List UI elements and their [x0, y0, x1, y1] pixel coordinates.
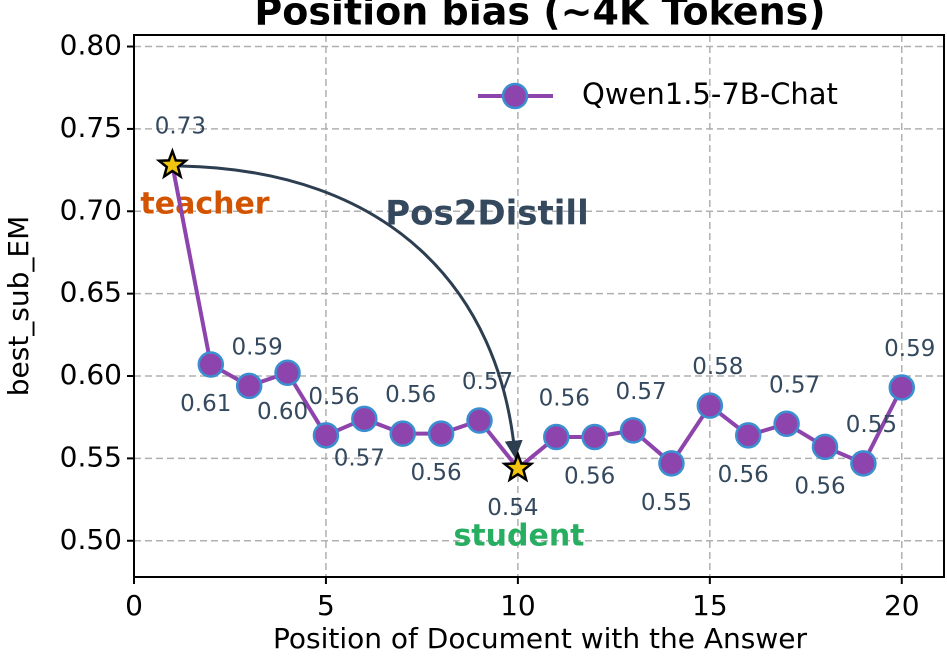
- value-label: 0.56: [539, 385, 590, 411]
- marker: [312, 422, 340, 449]
- y-tick-label: 0.65: [60, 276, 122, 309]
- marker: [850, 450, 877, 477]
- marker: [581, 423, 608, 451]
- arrow: [179, 164, 523, 459]
- star-marker: [501, 450, 535, 483]
- x-tick-label: 15: [692, 589, 728, 622]
- x-tick-label: 0: [125, 589, 143, 622]
- value-label: 0.55: [641, 490, 692, 516]
- marker: [811, 433, 839, 461]
- marker: [389, 420, 416, 447]
- marker: [734, 422, 762, 449]
- marker: [427, 420, 455, 447]
- value-label: 0.57: [615, 379, 666, 405]
- marker: [619, 417, 647, 444]
- value-label: 0.56: [794, 473, 845, 499]
- value-label: 0.56: [564, 463, 615, 489]
- value-label: 0.56: [718, 462, 769, 488]
- y-axis-label: best_sub_EM: [2, 216, 35, 397]
- value-label: 0.54: [487, 495, 538, 521]
- y-tick-label: 0.55: [60, 440, 122, 473]
- value-label: 0.57: [334, 445, 385, 471]
- marker: [197, 351, 225, 378]
- value-label: 0.58: [692, 354, 743, 380]
- marker: [888, 374, 916, 401]
- value-label: 0.56: [410, 460, 461, 486]
- value-label: 0.61: [180, 391, 231, 417]
- marker: [235, 372, 263, 400]
- value-label: 0.73: [155, 114, 206, 140]
- y-tick-label: 0.80: [60, 29, 122, 62]
- value-label: 0.55: [846, 412, 897, 438]
- x-tick-label: 20: [884, 589, 920, 622]
- x-tick-label: 5: [317, 589, 335, 622]
- value-label: 0.59: [884, 336, 935, 362]
- value-label: 0.60: [257, 399, 308, 425]
- y-tick-label: 0.60: [60, 358, 122, 391]
- y-tick-label: 0.75: [60, 111, 122, 144]
- chart-title: Position bias (~4K Tokens): [254, 0, 825, 34]
- marker: [773, 410, 800, 438]
- marker: [274, 359, 301, 386]
- value-label: 0.57: [462, 369, 513, 395]
- marker: [543, 423, 570, 451]
- value-label: 0.59: [232, 334, 283, 360]
- legend-marker: [501, 82, 529, 110]
- x-axis-label: Position of Document with the Answer: [273, 622, 808, 655]
- marker: [351, 405, 378, 433]
- marker: [466, 407, 493, 434]
- y-tick-label: 0.70: [60, 193, 122, 226]
- x-tick-label: 10: [500, 589, 536, 622]
- value-label: 0.57: [769, 372, 820, 398]
- legend-label: Qwen1.5-7B-Chat: [582, 77, 838, 111]
- star-marker: [155, 147, 190, 180]
- y-tick-label: 0.50: [60, 523, 122, 556]
- value-label: 0.56: [308, 384, 359, 410]
- value-label: 0.56: [385, 382, 436, 408]
- marker: [696, 392, 724, 419]
- plot-frame: [133, 34, 945, 578]
- marker: [658, 450, 685, 477]
- annotation: Pos2Distill: [385, 194, 589, 234]
- annotation: teacher: [140, 187, 269, 222]
- annotation: student: [453, 519, 584, 554]
